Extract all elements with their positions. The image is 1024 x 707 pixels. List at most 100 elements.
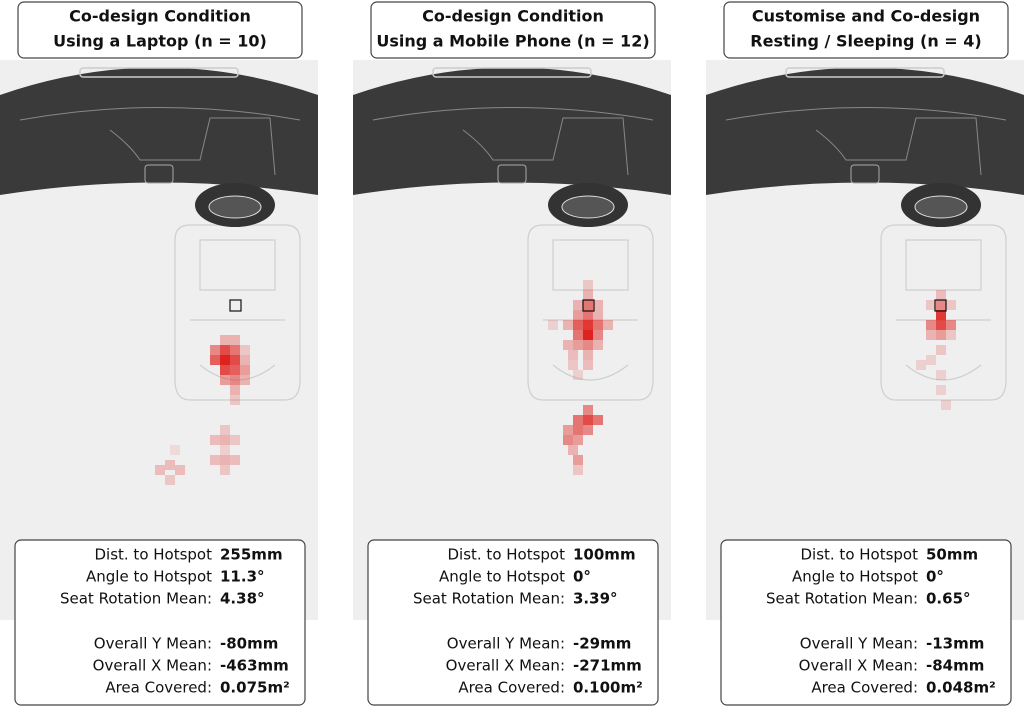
heat-cell: [573, 370, 583, 380]
console: [850, 164, 880, 184]
panel-title: Co-design Condition: [422, 7, 604, 26]
hotspot: [229, 299, 242, 312]
stat-label: Overall Y Mean:: [94, 635, 212, 653]
heat-cell: [240, 355, 250, 365]
heat-cell: [240, 345, 250, 355]
heat-cell: [941, 400, 951, 410]
hotspot: [934, 299, 947, 312]
heat-cell: [175, 465, 185, 475]
vent: [79, 67, 239, 78]
heat-cell: [916, 360, 926, 370]
heat-cell: [220, 355, 230, 365]
heat-cell: [573, 330, 583, 340]
stat-label: Dist. to Hotspot: [94, 546, 212, 564]
title-box: [370, 1, 656, 59]
stat-label: Area Covered:: [458, 679, 565, 697]
car-roof: [353, 67, 671, 195]
seat-outline: [880, 224, 1007, 401]
title-box: [17, 1, 303, 59]
heat-cell: [220, 455, 230, 465]
heat-cell: [220, 335, 230, 345]
heat-cell: [573, 455, 583, 465]
heat-cell: [220, 445, 230, 455]
heat-cell: [563, 340, 573, 350]
heat-cell: [155, 465, 165, 475]
heat-cell: [220, 435, 230, 445]
heat-cell: [583, 320, 593, 330]
stat-value: 11.3°: [220, 568, 265, 586]
heat-cell: [568, 350, 578, 360]
stat-label: Angle to Hotspot: [86, 568, 212, 586]
stat-label: Seat Rotation Mean:: [766, 590, 918, 608]
dashboard: [19, 107, 301, 176]
panel: Customise and Co-design Resting / Sleepin…: [706, 1, 1024, 706]
panel-title: Resting / Sleeping (n = 4): [750, 32, 981, 51]
stat-value: 0.048m²: [926, 679, 996, 697]
heat-cell: [230, 385, 240, 395]
seat-outline: [527, 224, 654, 401]
stat-value: -84mm: [926, 657, 984, 675]
stat-value: 0.075m²: [220, 679, 290, 697]
heat-cell: [548, 320, 558, 330]
heat-cell: [926, 320, 936, 330]
heat-cell: [568, 360, 578, 370]
heat-cell: [936, 370, 946, 380]
heat-cell: [220, 345, 230, 355]
heat-cell: [926, 330, 936, 340]
console: [497, 164, 527, 184]
heat-cell: [210, 435, 220, 445]
stat-label: Dist. to Hotspot: [447, 546, 565, 564]
heat-cell: [220, 365, 230, 375]
dashboard: [372, 107, 654, 176]
heat-cell: [593, 340, 603, 350]
heat-cell: [220, 465, 230, 475]
dashboard: [725, 107, 1007, 176]
heat-cell: [583, 300, 593, 310]
stat-label: Area Covered:: [105, 679, 212, 697]
heat-cell: [573, 465, 583, 475]
stat-label: Area Covered:: [811, 679, 918, 697]
heat-cell: [583, 310, 593, 320]
stat-label: Overall Y Mean:: [447, 635, 565, 653]
heat-cell: [593, 330, 603, 340]
heat-cell: [563, 425, 573, 435]
heat-cell: [230, 455, 240, 465]
panel-title: Co-design Condition: [69, 7, 251, 26]
stat-label: Overall Y Mean:: [800, 635, 918, 653]
steering-hub: [561, 195, 615, 219]
stat-label: Angle to Hotspot: [439, 568, 565, 586]
heat-cell: [240, 375, 250, 385]
title-box: [723, 1, 1009, 59]
stat-label: Overall X Mean:: [93, 657, 212, 675]
heat-cell: [936, 385, 946, 395]
stat-value: -271mm: [573, 657, 642, 675]
stat-value: 0°: [573, 568, 591, 586]
vent: [432, 67, 592, 78]
heat-cell: [230, 355, 240, 365]
stat-value: -29mm: [573, 635, 631, 653]
stat-label: Angle to Hotspot: [792, 568, 918, 586]
heat-cell: [936, 290, 946, 300]
heat-cell: [936, 320, 946, 330]
heat-cell: [573, 425, 583, 435]
heat-cell: [210, 455, 220, 465]
steering-hub: [914, 195, 968, 219]
heat-cell: [573, 300, 583, 310]
panel: Co-design Condition Using a Laptop (n = 1…: [0, 1, 318, 706]
heat-cell: [926, 355, 936, 365]
heat-cell: [563, 320, 573, 330]
heat-cell: [936, 300, 946, 310]
stat-value: 0.100m²: [573, 679, 643, 697]
heat-cell: [936, 310, 946, 320]
heat-cell: [583, 425, 593, 435]
stat-value: 100mm: [573, 546, 636, 564]
heat-cell: [230, 395, 240, 405]
stat-label: Overall X Mean:: [446, 657, 565, 675]
heat-cell: [573, 435, 583, 445]
vent: [785, 67, 945, 78]
heat-cell: [583, 350, 593, 360]
panel-title: Customise and Co-design: [752, 7, 980, 26]
stat-label: Overall X Mean:: [799, 657, 918, 675]
heat-cell: [573, 415, 583, 425]
